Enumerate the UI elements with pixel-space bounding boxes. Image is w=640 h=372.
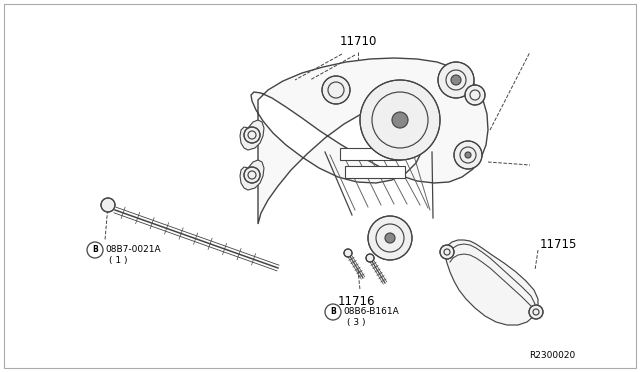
Circle shape — [454, 141, 482, 169]
Circle shape — [451, 75, 461, 85]
Circle shape — [244, 127, 260, 143]
Circle shape — [465, 85, 485, 105]
Circle shape — [322, 76, 350, 104]
Circle shape — [344, 249, 352, 257]
Text: B: B — [330, 308, 336, 317]
Circle shape — [101, 198, 115, 212]
Polygon shape — [251, 58, 488, 224]
Circle shape — [440, 245, 454, 259]
Circle shape — [529, 305, 543, 319]
Polygon shape — [240, 120, 264, 150]
Text: B: B — [92, 246, 98, 254]
Circle shape — [368, 216, 412, 260]
Text: 11715: 11715 — [540, 238, 577, 251]
Text: ( 1 ): ( 1 ) — [109, 256, 127, 264]
Circle shape — [366, 254, 374, 262]
Polygon shape — [444, 240, 538, 325]
Circle shape — [465, 152, 471, 158]
Circle shape — [438, 62, 474, 98]
Text: 08B7-0021A: 08B7-0021A — [105, 246, 161, 254]
Circle shape — [385, 233, 395, 243]
Circle shape — [244, 167, 260, 183]
Polygon shape — [345, 166, 405, 178]
Circle shape — [360, 80, 440, 160]
Text: R2300020: R2300020 — [529, 351, 575, 360]
Polygon shape — [340, 148, 400, 160]
Polygon shape — [240, 160, 264, 190]
Text: 11710: 11710 — [339, 35, 377, 48]
Circle shape — [392, 112, 408, 128]
Text: 11716: 11716 — [337, 295, 375, 308]
Text: ( 3 ): ( 3 ) — [347, 317, 365, 327]
Text: 08B6-B161A: 08B6-B161A — [343, 308, 399, 317]
